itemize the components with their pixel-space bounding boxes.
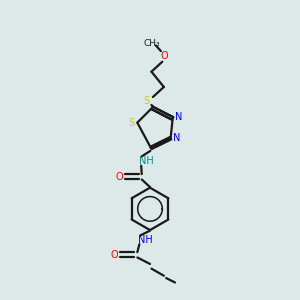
Text: NH: NH (138, 235, 153, 245)
Text: NH: NH (139, 156, 154, 166)
Text: N: N (173, 133, 180, 143)
Text: O: O (110, 250, 118, 260)
Text: S: S (143, 96, 149, 106)
Text: O: O (160, 51, 168, 62)
Text: CH₃: CH₃ (143, 39, 160, 48)
Text: O: O (115, 172, 123, 182)
Text: N: N (175, 112, 182, 122)
Text: S: S (128, 118, 134, 128)
